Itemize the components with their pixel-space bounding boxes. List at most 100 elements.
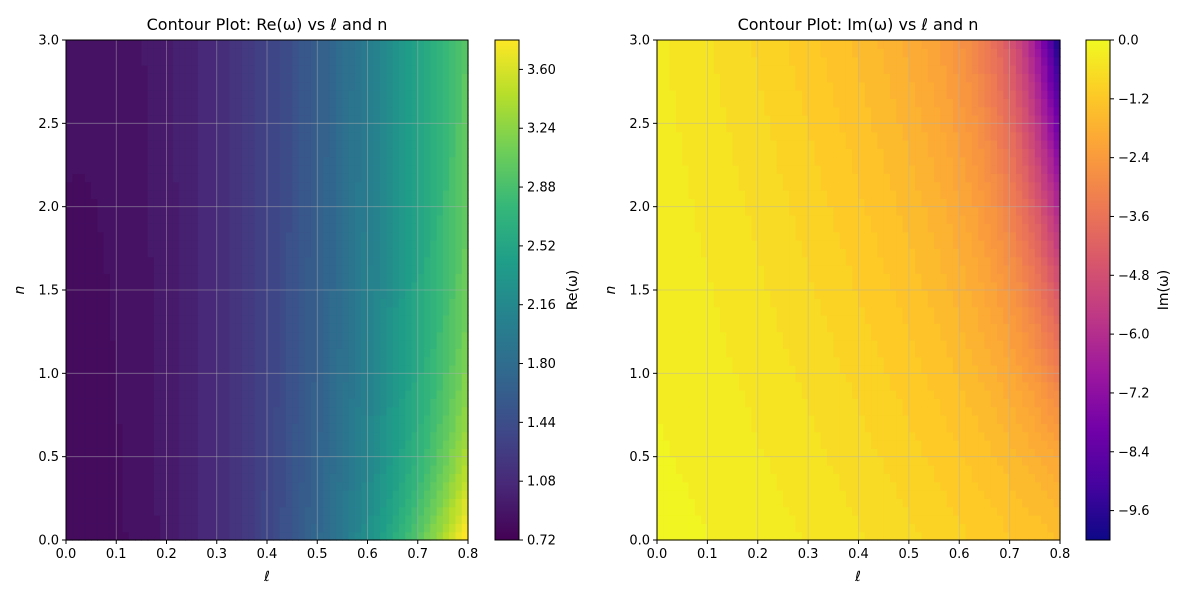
contour-cell (153, 215, 161, 224)
contour-cell (329, 531, 337, 541)
contour-cell (461, 181, 469, 191)
contour-cell (185, 465, 193, 474)
contour-cell (72, 56, 80, 66)
contour-cell (430, 148, 438, 158)
contour-cell (91, 131, 99, 141)
contour-cell (430, 56, 438, 66)
contour-cell (141, 281, 149, 291)
contour-cell (279, 240, 287, 249)
contour-cell (172, 265, 180, 274)
contour-cell (160, 206, 168, 216)
contour-cell (449, 431, 457, 441)
contour-cell (153, 456, 161, 466)
contour-cell (235, 240, 243, 249)
contour-cell (657, 490, 664, 499)
contour-cell (663, 148, 671, 158)
contour-cell (109, 365, 117, 374)
contour-cell (191, 181, 199, 191)
contour-cell (160, 406, 168, 416)
contour-cell (84, 406, 92, 416)
contour-cell (267, 523, 274, 533)
contour-cell (380, 448, 387, 458)
contour-cell (223, 331, 230, 341)
contour-cell (675, 356, 683, 366)
contour-cell (461, 406, 469, 416)
contour-cell (78, 181, 86, 191)
contour-cell (235, 323, 243, 333)
contour-cell (682, 365, 690, 374)
contour-cell (719, 123, 727, 133)
contour-cell (285, 156, 293, 166)
contour-cell (398, 398, 406, 408)
contour-cell (248, 81, 256, 91)
contour-cell (386, 248, 394, 258)
contour-cell (210, 156, 218, 166)
contour-cell (694, 515, 702, 524)
contour-cell (172, 90, 180, 99)
contour-cell (726, 98, 734, 108)
contour-cell (84, 456, 92, 466)
contour-cell (97, 165, 105, 174)
contour-cell (241, 265, 249, 274)
contour-cell (373, 515, 381, 524)
contour-cell (84, 381, 92, 391)
contour-cell (160, 523, 168, 533)
contour-cell (141, 440, 149, 449)
contour-cell (103, 231, 111, 241)
contour-cell (185, 515, 193, 524)
contour-cell (197, 465, 205, 474)
contour-cell (436, 90, 444, 99)
contour-cell (91, 440, 99, 449)
contour-cell (66, 48, 73, 58)
contour-cell (732, 340, 740, 349)
contour-cell (97, 223, 105, 233)
contour-cell (442, 323, 450, 333)
contour-cell (223, 531, 230, 541)
contour-cell (726, 48, 734, 58)
contour-cell (172, 131, 180, 141)
contour-cell (66, 90, 73, 99)
contour-cell (657, 523, 664, 533)
contour-cell (122, 306, 130, 316)
contour-cell (304, 365, 312, 374)
contour-cell (738, 481, 746, 491)
contour-cell (657, 173, 664, 183)
y-tick-label: 1.5 (38, 284, 59, 299)
contour-cell (191, 240, 199, 249)
contour-cell (147, 448, 155, 458)
contour-cell (172, 531, 180, 541)
contour-cell (745, 181, 753, 191)
contour-cell (701, 298, 708, 308)
contour-cell (455, 56, 463, 66)
contour-cell (380, 490, 387, 499)
contour-cell (411, 315, 419, 324)
contour-cell (751, 40, 759, 49)
contour-cell (342, 148, 350, 158)
contour-cell (436, 131, 444, 141)
contour-cell (185, 40, 193, 49)
contour-cell (449, 156, 457, 166)
contour-cell (179, 240, 186, 249)
contour-cell (179, 256, 186, 266)
contour-cell (260, 123, 268, 133)
contour-cell (430, 40, 438, 49)
contour-cell (103, 381, 111, 391)
contour-cell (172, 373, 180, 383)
contour-cell (103, 290, 111, 299)
contour-cell (210, 498, 218, 508)
contour-cell (732, 440, 740, 449)
contour-cell (455, 256, 463, 266)
contour-cell (713, 490, 721, 499)
contour-cell (455, 98, 463, 108)
contour-cell (764, 315, 771, 324)
contour-cell (417, 473, 425, 483)
contour-cell (91, 56, 99, 66)
contour-cell (751, 231, 759, 241)
contour-cell (329, 315, 337, 324)
contour-cell (279, 281, 287, 291)
contour-cell (386, 115, 394, 124)
colorbar-label: Re(ω) (565, 270, 581, 310)
contour-cell (461, 231, 469, 241)
contour-cell (449, 448, 457, 458)
contour-cell (669, 331, 677, 341)
